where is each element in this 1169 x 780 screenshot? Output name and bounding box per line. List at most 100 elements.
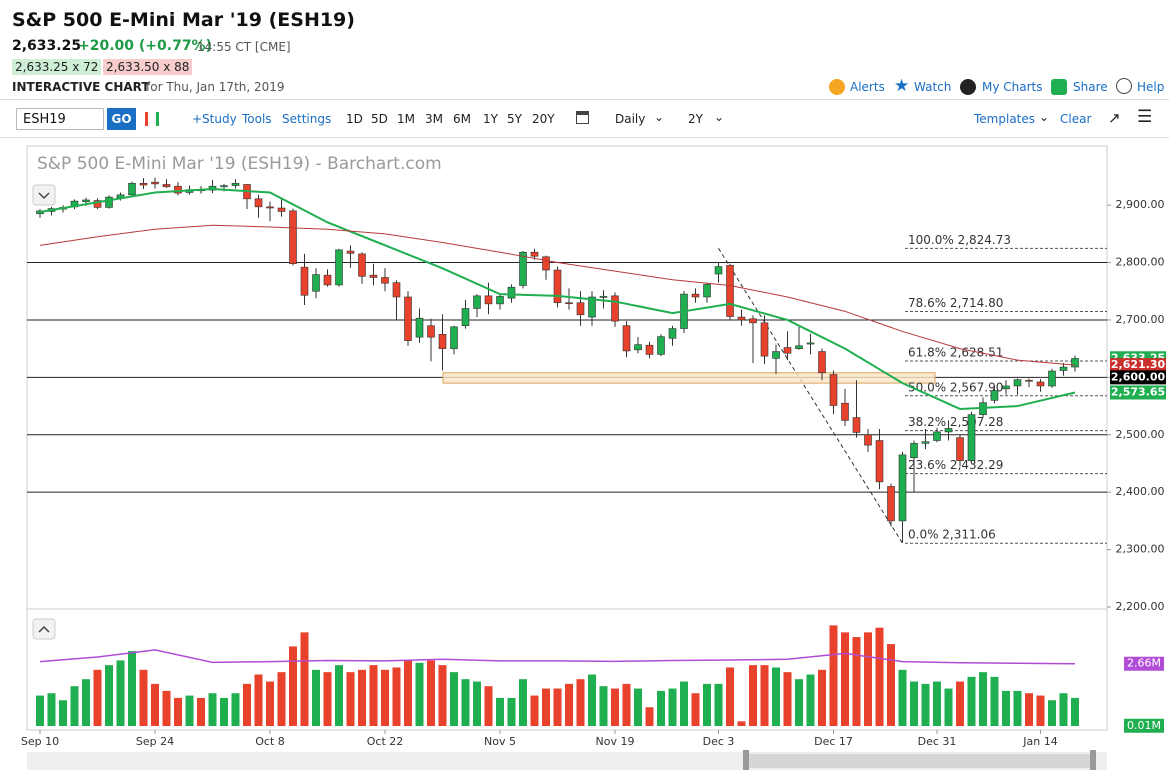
candle-body <box>105 196 113 208</box>
volume-bar <box>714 683 723 726</box>
volume-tag-label: 2.66M <box>1127 657 1161 670</box>
clear-button[interactable]: Clear <box>1060 112 1092 126</box>
range-button[interactable]: 20Y <box>532 112 555 126</box>
divider <box>0 137 1169 138</box>
my-charts-icon <box>960 79 976 95</box>
candle-body <box>335 249 343 286</box>
scrollbar-thumb[interactable] <box>747 754 1095 768</box>
range-button[interactable]: 5Y <box>507 112 522 126</box>
candle-body <box>461 308 470 326</box>
candle-body <box>990 390 999 401</box>
templates-button[interactable]: Templates <box>974 112 1036 126</box>
y-tick-label: 2,700.00 <box>1116 313 1165 326</box>
candle-body <box>933 431 941 441</box>
candle-body <box>323 274 332 286</box>
candle-body <box>553 269 562 304</box>
expand-icon[interactable]: ↗ <box>1108 109 1121 127</box>
y-tick-label: 2,800.00 <box>1116 256 1165 269</box>
range-button[interactable]: 1M <box>397 112 415 126</box>
quote-time: 14:55 CT [CME] <box>197 40 291 54</box>
candle-body <box>507 286 516 299</box>
tools-button[interactable]: Tools <box>242 112 272 126</box>
volume-bar <box>657 690 665 726</box>
support-zone <box>442 372 936 384</box>
volume-bar <box>335 665 343 726</box>
collapse-icon <box>38 192 50 200</box>
candle-body <box>875 440 884 483</box>
volume-bar <box>1071 697 1079 726</box>
volume-bar <box>496 697 504 726</box>
scroll-handle[interactable] <box>743 750 749 770</box>
candle-body <box>312 274 320 292</box>
volume-bar <box>231 693 240 726</box>
volume-bar <box>749 665 757 726</box>
share-link[interactable]: Share <box>1073 80 1108 94</box>
volume-bar <box>289 646 297 726</box>
range-button[interactable]: 3M <box>425 112 443 126</box>
title: S&P 500 E-Mini Mar '19 (ESH19) <box>12 9 355 31</box>
candle-body <box>82 199 90 202</box>
settings-button[interactable]: Settings <box>282 112 332 126</box>
x-tick-label: Oct 8 <box>255 735 285 748</box>
range-button[interactable]: 6M <box>453 112 471 126</box>
candle-body <box>1071 358 1079 368</box>
watch-link[interactable]: Watch <box>914 80 952 94</box>
candle-body <box>484 295 493 305</box>
volume-bar <box>162 690 171 726</box>
price-tag-label: 2,621.30 <box>1111 358 1166 371</box>
dropdown-icon: ⌄ <box>1039 110 1050 124</box>
volume-bar <box>933 681 941 726</box>
volume-bar <box>519 679 527 726</box>
volume-bar <box>588 674 596 726</box>
candle-body <box>277 207 286 212</box>
chart-type-icon[interactable] <box>145 112 159 126</box>
volume-bar <box>484 686 493 726</box>
volume-bar <box>1059 693 1068 726</box>
ask: 2,633.50 x 88 <box>103 59 193 75</box>
y-tick-label: 2,200.00 <box>1116 600 1165 613</box>
expand-button[interactable] <box>32 618 56 640</box>
candle-body <box>162 184 171 188</box>
volume-bar <box>93 669 102 726</box>
help-link[interactable]: Help <box>1137 80 1165 94</box>
calendar-icon[interactable] <box>576 111 589 124</box>
volume-bar <box>507 697 516 726</box>
candle-body <box>358 253 366 277</box>
volume-bar <box>565 683 573 726</box>
y-tick-label: 2,500.00 <box>1116 428 1165 441</box>
fib-label: 100.0% 2,824.73 <box>908 233 1011 247</box>
volume-bar <box>576 679 585 726</box>
alerts-link[interactable]: Alerts <box>850 80 885 94</box>
candle-body <box>714 266 723 275</box>
volume-bar <box>887 644 895 726</box>
candle-body <box>737 316 746 321</box>
collapse-button[interactable] <box>32 184 56 206</box>
candle-body <box>944 428 953 433</box>
candle-body <box>599 296 608 298</box>
x-tick-label: Jan 14 <box>1022 735 1057 748</box>
range-button[interactable]: 1D <box>346 112 363 126</box>
candle-body <box>726 265 734 317</box>
my-charts-link[interactable]: My Charts <box>982 80 1043 94</box>
volume-bar <box>105 665 113 726</box>
candle-body <box>151 181 159 185</box>
candle-body <box>956 437 964 461</box>
symbol-input[interactable]: ESH19 <box>16 108 104 130</box>
candle-body <box>93 200 102 208</box>
range-button[interactable]: 5D <box>371 112 388 126</box>
volume-bar <box>921 683 930 726</box>
volume-bar <box>427 660 435 726</box>
range-button[interactable]: 1Y <box>483 112 498 126</box>
menu-icon[interactable]: ☰ <box>1137 107 1153 127</box>
candle-body <box>231 183 240 186</box>
candle-body <box>369 274 378 278</box>
scroll-handle[interactable] <box>1090 750 1096 770</box>
volume-bar <box>36 695 44 726</box>
go-button[interactable]: GO <box>107 108 136 130</box>
interval-select[interactable]: Daily <box>615 112 646 126</box>
study-button[interactable]: +Study <box>192 112 237 126</box>
candle-body <box>415 317 424 338</box>
candle-body <box>392 282 401 298</box>
period-select[interactable]: 2Y <box>688 112 703 126</box>
volume-bar <box>59 700 67 726</box>
